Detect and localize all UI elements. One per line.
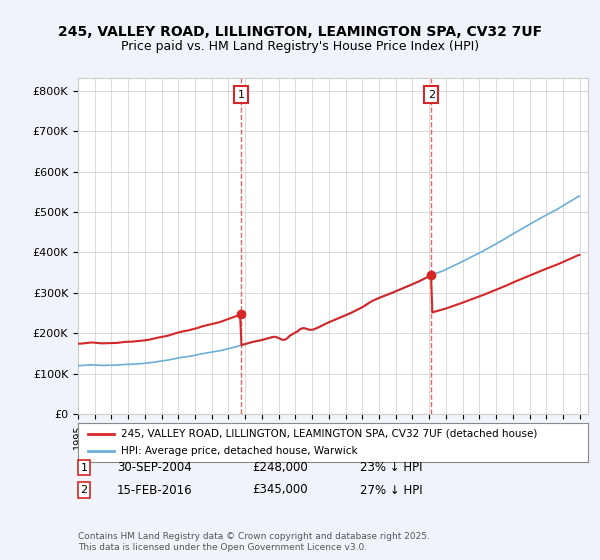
Text: 245, VALLEY ROAD, LILLINGTON, LEAMINGTON SPA, CV32 7UF: 245, VALLEY ROAD, LILLINGTON, LEAMINGTON… <box>58 25 542 39</box>
Text: 2: 2 <box>80 485 88 495</box>
Text: 1: 1 <box>80 463 88 473</box>
Text: Price paid vs. HM Land Registry's House Price Index (HPI): Price paid vs. HM Land Registry's House … <box>121 40 479 53</box>
Text: 2: 2 <box>428 90 435 100</box>
Text: 245, VALLEY ROAD, LILLINGTON, LEAMINGTON SPA, CV32 7UF (detached house): 245, VALLEY ROAD, LILLINGTON, LEAMINGTON… <box>121 429 538 439</box>
Text: 30-SEP-2004: 30-SEP-2004 <box>117 461 192 474</box>
Text: £345,000: £345,000 <box>252 483 308 497</box>
Text: HPI: Average price, detached house, Warwick: HPI: Average price, detached house, Warw… <box>121 446 358 456</box>
Text: 1: 1 <box>238 90 244 100</box>
Text: 27% ↓ HPI: 27% ↓ HPI <box>360 483 422 497</box>
Text: £248,000: £248,000 <box>252 461 308 474</box>
Text: 15-FEB-2016: 15-FEB-2016 <box>117 483 193 497</box>
Text: 23% ↓ HPI: 23% ↓ HPI <box>360 461 422 474</box>
Text: Contains HM Land Registry data © Crown copyright and database right 2025.
This d: Contains HM Land Registry data © Crown c… <box>78 532 430 552</box>
